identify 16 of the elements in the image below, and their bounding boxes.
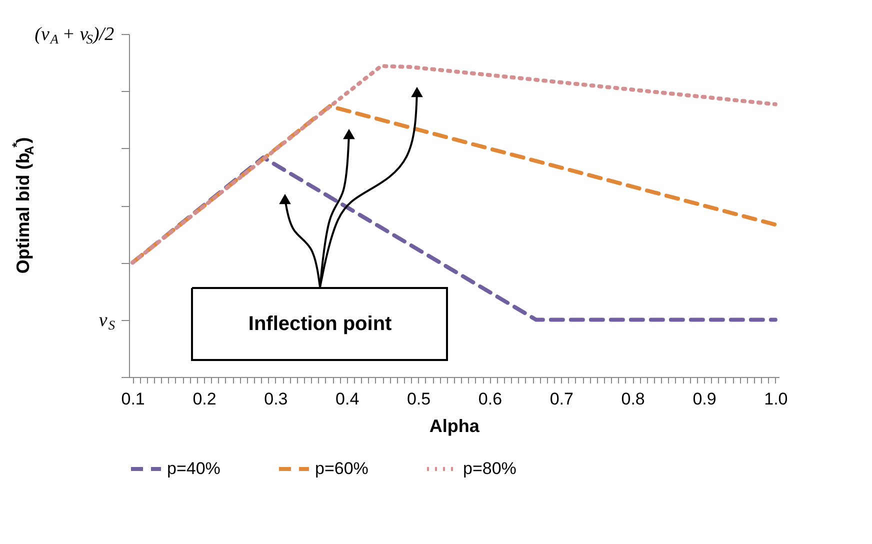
- x-tick-label: 0.1: [121, 390, 145, 408]
- y-axis-title: Optimal bid (bA*): [10, 137, 36, 274]
- x-tick-label: 0.4: [336, 390, 360, 408]
- x-tick-label: 0.2: [192, 390, 216, 408]
- x-tick-label: 0.8: [621, 390, 645, 408]
- x-tick-label: 0.7: [550, 390, 574, 408]
- x-tick-label: 0.3: [264, 390, 288, 408]
- x-axis-title: Alpha: [429, 416, 480, 436]
- legend-label: p=60%: [315, 459, 368, 478]
- x-tick-label: 1.0: [764, 390, 788, 408]
- annotation: Inflection point: [248, 313, 392, 335]
- legend-label: p=40%: [167, 459, 220, 478]
- x-tick-label: 0.6: [478, 390, 502, 408]
- x-tick-label: 0.5: [406, 390, 431, 408]
- legend-label: p=80%: [463, 459, 516, 478]
- x-tick-label: 0.9: [692, 390, 716, 408]
